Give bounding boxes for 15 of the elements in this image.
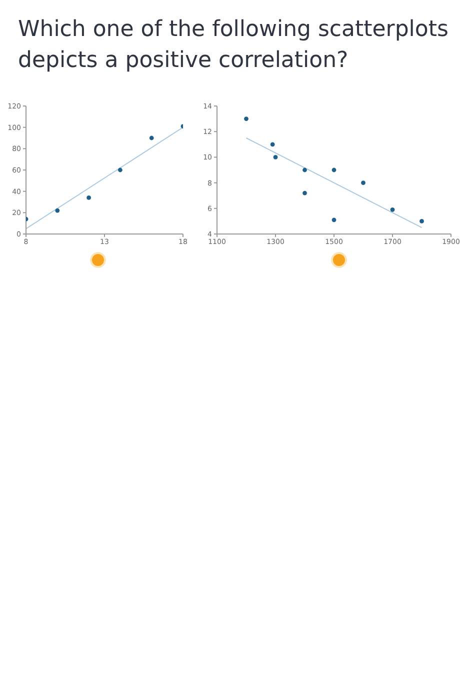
point [390, 207, 395, 212]
point [270, 142, 275, 147]
point [332, 218, 336, 222]
text: Which one of the following scatterplots depicts a positive correlation? [17, 16, 450, 75]
point [244, 116, 248, 121]
point [55, 208, 60, 213]
point [361, 180, 366, 185]
point [302, 190, 307, 196]
point [149, 136, 154, 140]
point [302, 168, 307, 172]
point [332, 168, 336, 172]
point [273, 155, 278, 160]
point [86, 196, 91, 200]
point [420, 219, 424, 224]
point [118, 168, 122, 172]
